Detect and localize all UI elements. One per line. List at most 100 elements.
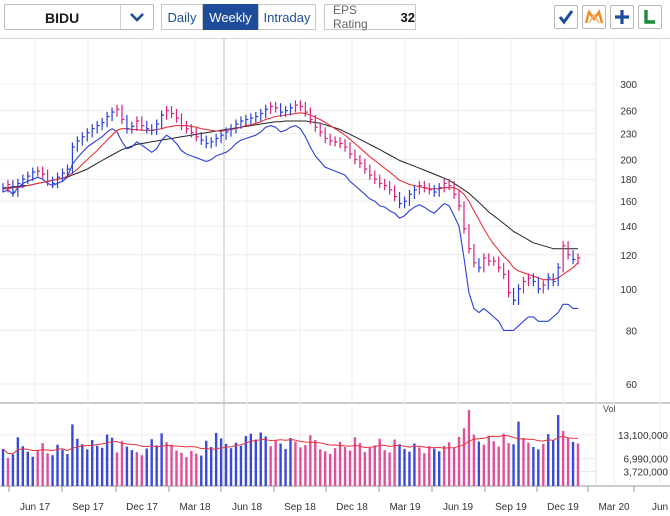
volume-bar [576,443,580,486]
price-tick-label: 80 [626,326,638,337]
volume-bar [299,447,302,486]
chart-toolbar: BIDU Daily Weekly Intraday EPS Rating 32 [0,0,670,39]
marketsmith-button[interactable] [582,5,606,29]
volume-bar [190,450,193,486]
chart-axes: Jun 17 Sep 17 Dec 17 Mar 18 Jun 18 Sep 18 Dec … [20,80,668,513]
marketsmith-logo-icon [585,9,603,24]
symbol-search[interactable]: BIDU [4,4,154,30]
price-tick-label: 100 [620,285,637,296]
volume-bar [125,446,129,486]
volume-bar [522,438,525,486]
volume-bar [11,454,15,486]
volume-bar [185,457,188,486]
volume-bar [447,442,451,486]
volume-bar [229,448,233,486]
volume-axis-title: Vol [603,404,616,414]
volume-bar [547,434,550,486]
volume-bar [294,441,297,486]
stock-chart[interactable]: Jun 17 Sep 17 Dec 17 Mar 18 Jun 18 Sep 18 Dec … [0,38,670,516]
symbol-dropdown-button[interactable] [120,5,153,29]
volume-bar [81,444,84,486]
checkmark-icon [558,10,574,25]
volume-bar [95,445,99,486]
volume-bar [333,448,337,486]
volume-bar [507,443,510,486]
price-tick-label: 230 [620,130,637,141]
plus-icon [615,10,629,24]
x-tick-label: Dec 19 [547,502,579,513]
volume-bar [1,448,5,486]
x-tick-label: Mar 20 [598,502,630,513]
volume-bar [502,433,505,486]
volume-bar [219,438,223,486]
volume-bar [200,455,203,486]
volume-bar [71,424,74,486]
volume-bar [433,448,436,486]
volume-bar [239,445,243,486]
volume-bar [378,438,381,486]
volume-bar [398,444,401,486]
tab-intraday[interactable]: Intraday [258,4,316,30]
volume-bar [130,450,134,486]
volume-bar [195,453,198,486]
leaderboard-icon [644,10,655,24]
volume-bar [537,449,540,486]
volume-bar [477,441,481,486]
volume-bar [86,449,89,486]
volume-bar [66,454,69,486]
volume-bar [76,438,79,486]
volume-bar [413,443,416,486]
volume-bar [561,431,565,486]
volume-tick-label: 6,990,000 [624,455,669,466]
price-tick-label: 60 [626,380,638,391]
volume-panel [1,409,580,486]
volume-bar [571,441,575,486]
volume-bar [482,444,486,486]
volume-bar [532,447,535,486]
volume-bar [224,443,228,486]
volume-bar [205,440,208,486]
volume-bar [264,436,267,486]
volume-bar [26,451,29,486]
tab-daily[interactable]: Daily [161,4,203,30]
volume-bar [353,437,357,486]
volume-bar [373,445,376,486]
volume-bar [408,451,411,486]
price-tick-label: 260 [620,107,637,118]
volume-bar [338,441,342,486]
volume-bar [358,443,362,486]
volume-bar [423,453,426,486]
volume-bar [140,455,143,486]
chevron-down-icon [130,13,144,22]
add-button[interactable] [610,5,634,29]
volume-bar [442,445,446,486]
volume-bar [100,447,104,486]
tab-weekly[interactable]: Weekly [203,4,258,30]
x-tick-label: Sep 18 [284,502,316,513]
volume-bar [56,444,59,486]
volume-bar [135,452,139,486]
moving-average-long-line [3,120,578,250]
volume-tick-label: 3,720,000 [624,467,669,478]
volume-bar [16,437,20,486]
x-tick-label: Dec 17 [126,502,158,513]
x-tick-label: Jun 18 [232,502,262,513]
eps-rating-label: EPS Rating [333,3,368,31]
volume-bar [274,440,277,486]
volume-bar [269,446,272,486]
volume-bar [343,447,347,486]
checkmark-button[interactable] [554,5,578,29]
volume-bar [61,449,64,486]
volume-bar [21,446,25,486]
volume-bar [438,451,441,486]
volume-bar [403,448,406,486]
volume-bar [328,454,332,486]
symbol-text: BIDU [45,10,80,26]
volume-bar [284,448,287,486]
volume-bar [110,437,114,486]
volume-bar [497,446,500,486]
volume-bar [462,428,466,486]
leaderboard-button[interactable] [638,5,662,29]
volume-bar [512,444,515,486]
price-tick-label: 160 [620,197,637,208]
